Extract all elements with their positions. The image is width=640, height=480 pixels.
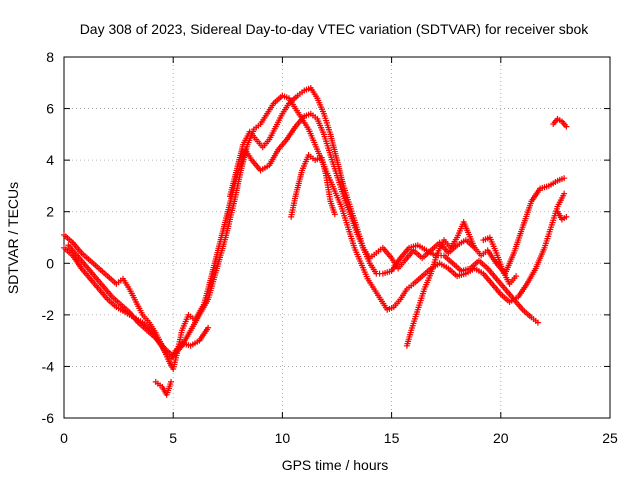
series-track-6: [288, 151, 338, 220]
grid-lines: [64, 57, 610, 418]
x-tick-label: 0: [60, 430, 68, 446]
series-track-3: [152, 378, 175, 398]
y-tick-label: 8: [46, 49, 54, 65]
y-axis-label: SDTVAR / TECUs: [5, 182, 21, 294]
y-tick-labels: -6 -4 -2 0 2 4 6 8: [42, 49, 55, 426]
data-point-markers: [403, 219, 478, 349]
data-point-markers: [226, 84, 568, 277]
plot-frame: [63, 56, 611, 419]
x-axis-label: GPS time / hours: [282, 457, 389, 473]
chart-title: Day 308 of 2023, Sidereal Day-to-day VTE…: [80, 21, 590, 37]
series-track-7: [403, 219, 478, 349]
y-tick-label: 6: [46, 101, 54, 117]
x-tick-labels: 0 5 10 15 20 25: [60, 430, 618, 446]
y-tick-label: -2: [42, 307, 55, 323]
x-tick-label: 20: [493, 430, 509, 446]
x-tick-label: 15: [384, 430, 400, 446]
data-point-markers: [554, 208, 570, 223]
data-marks: [61, 84, 570, 398]
data-point-markers: [288, 151, 338, 220]
data-point-markers: [480, 234, 520, 287]
series-track-8: [480, 234, 520, 287]
y-tick-label: -6: [42, 410, 55, 426]
axis-ticks: [63, 56, 611, 419]
y-tick-label: 4: [46, 152, 54, 168]
x-tick-label: 25: [602, 430, 618, 446]
series-track-5: [226, 84, 568, 277]
data-point-markers: [152, 378, 175, 398]
series-track-9: [550, 115, 570, 130]
series-track-10: [554, 208, 570, 223]
y-tick-label: 2: [46, 204, 54, 220]
y-tick-label: -4: [42, 358, 55, 374]
x-tick-label: 5: [169, 430, 177, 446]
y-tick-label: 0: [46, 255, 54, 271]
data-point-markers: [550, 115, 570, 130]
x-tick-label: 10: [275, 430, 291, 446]
